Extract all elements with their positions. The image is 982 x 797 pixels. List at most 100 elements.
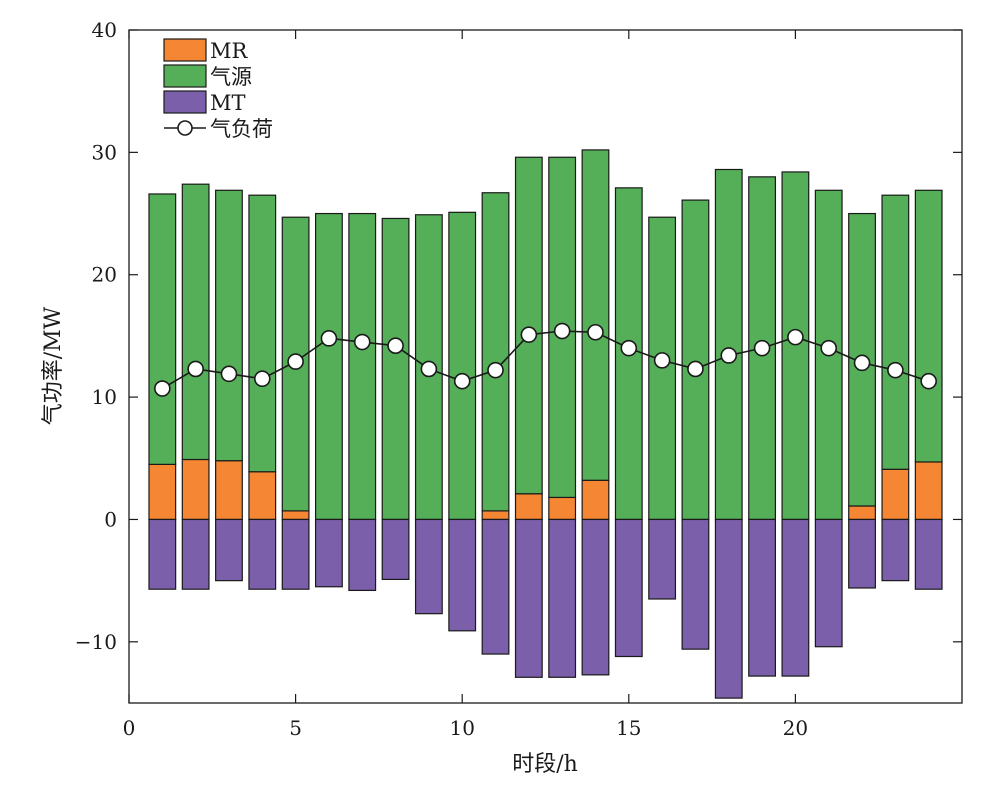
- y-tick-label: −10: [75, 630, 117, 654]
- gas-source-bar: [314, 212, 343, 521]
- mr-bar: [848, 505, 876, 521]
- gas-load-point: [287, 353, 304, 370]
- axis-ticks: −10 0 10 20 30 40 0 5 10 15 20: [75, 18, 962, 740]
- y-tick-label: 30: [92, 140, 117, 164]
- mr-bar: [514, 493, 543, 521]
- mt-bar: [448, 518, 477, 632]
- mr-bar: [914, 461, 943, 521]
- mr-bar: [215, 460, 243, 521]
- mt-bar: [748, 518, 777, 677]
- gas-load-point: [887, 361, 904, 379]
- y-tick-label: 10: [92, 385, 117, 409]
- gas-source-bar: [914, 189, 943, 463]
- gas-load-point: [720, 347, 738, 364]
- gas-load-point: [753, 339, 771, 357]
- mr-bar: [548, 496, 577, 521]
- mt-bar: [648, 518, 677, 600]
- legend-swatch-mt: [163, 90, 207, 114]
- gas-load-point: [853, 354, 871, 372]
- gas-load-point: [387, 337, 404, 354]
- mt-bar: [248, 518, 277, 590]
- gas-load-line: [161, 330, 929, 390]
- gas-load-point: [353, 333, 371, 351]
- mt-bar: [848, 518, 876, 589]
- legend-label-gas-source: 气源: [210, 65, 252, 89]
- mr-bar: [881, 468, 910, 521]
- gas-load-point: [253, 370, 271, 388]
- legend-label-gas-load: 气负荷: [210, 117, 273, 141]
- gas-load-point: [620, 339, 638, 357]
- x-axis-label: 时段/h: [512, 752, 578, 777]
- legend-marker-gas-load: [177, 120, 193, 136]
- gas-load-point: [187, 360, 204, 378]
- y-axis-label: 气功率/MW: [41, 306, 66, 425]
- x-tick-label: 5: [289, 716, 302, 740]
- gas-source-bar: [881, 194, 910, 470]
- legend-swatch-gas-source: [163, 64, 207, 88]
- mr-bar: [581, 479, 610, 521]
- gas-load-point: [420, 360, 438, 378]
- mt-bar: [381, 518, 410, 581]
- gas-source-bar: [148, 193, 177, 465]
- gas-load-point: [553, 322, 571, 340]
- gas-source-bar: [514, 156, 543, 495]
- gas-source-bar: [681, 199, 710, 521]
- mt-bar: [215, 518, 243, 582]
- gas-source-bar: [381, 217, 410, 521]
- gas-source-bar: [215, 189, 243, 462]
- gas-load-point: [220, 365, 238, 383]
- mr-bar: [181, 458, 210, 521]
- gas-source-bar: [248, 194, 277, 473]
- gas-load-point: [787, 328, 804, 346]
- legend-label-mr: MR: [210, 39, 249, 63]
- x-tick-label: 0: [123, 716, 136, 740]
- mt-bar: [314, 518, 343, 588]
- mr-bar: [148, 463, 177, 521]
- mt-bar: [714, 518, 743, 699]
- bar-layer: [148, 149, 943, 699]
- legend-swatch-mr: [163, 38, 207, 62]
- gas-load-line-layer: [154, 322, 937, 397]
- mr-bar: [281, 510, 310, 521]
- mt-bar: [181, 518, 210, 590]
- x-tick-label: 10: [449, 716, 474, 740]
- x-tick-label: 15: [616, 716, 641, 740]
- y-tick-label: 20: [92, 263, 117, 287]
- mt-bar: [781, 518, 810, 677]
- gas-load-point: [820, 339, 838, 357]
- y-tick-label: 0: [104, 507, 117, 531]
- mt-bar: [481, 518, 510, 655]
- plot-frame: [128, 29, 963, 704]
- mt-bar: [281, 518, 310, 590]
- gas-load-point: [520, 326, 538, 343]
- gas-source-bar: [348, 212, 377, 521]
- x-tick-label: 20: [783, 716, 808, 740]
- mt-bar: [914, 518, 943, 590]
- legend-label-mt: MT: [210, 91, 246, 115]
- gas-load-point: [154, 380, 171, 397]
- mt-bar: [681, 518, 710, 650]
- mt-bar: [414, 518, 443, 615]
- mt-bar: [814, 518, 843, 648]
- gas-load-point: [920, 372, 937, 390]
- gas-source-bar: [781, 171, 810, 521]
- gas-source-bar: [181, 183, 210, 461]
- gas-source-bar: [714, 168, 743, 521]
- gas-load-point: [653, 352, 671, 369]
- mr-bar: [481, 510, 510, 521]
- mr-bar: [248, 471, 277, 521]
- mt-bar: [581, 518, 610, 676]
- gas-source-bar: [581, 149, 610, 481]
- gas-load-point: [453, 372, 471, 390]
- gas-load-point: [320, 330, 338, 347]
- gas-source-bar: [481, 192, 510, 512]
- mt-bar: [614, 518, 643, 658]
- mt-bar: [548, 518, 577, 678]
- gas-load-point: [687, 360, 704, 378]
- gas-source-bar: [448, 211, 477, 521]
- y-tick-label: 40: [92, 18, 117, 42]
- mt-bar: [881, 518, 910, 582]
- gas-load-point: [487, 361, 504, 379]
